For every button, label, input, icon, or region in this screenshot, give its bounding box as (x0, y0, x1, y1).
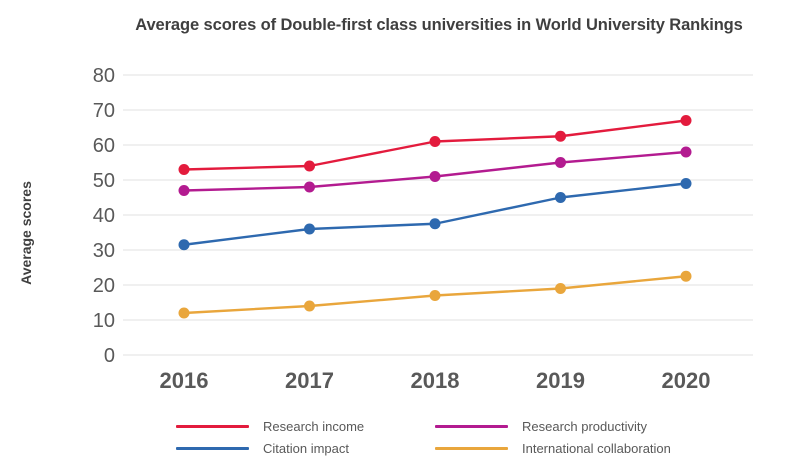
legend-item-research-productivity: Research productivity (435, 418, 671, 435)
legend-label-citation-impact: Citation impact (263, 441, 349, 456)
x-tick-label-2016: 2016 (160, 368, 209, 393)
y-tick-label-70: 70 (93, 100, 115, 122)
data-point-citation-impact-2018 (429, 218, 441, 230)
data-point-research-productivity-2017 (304, 181, 315, 193)
x-tick-label-2020: 2020 (662, 368, 711, 393)
legend-item-research-income: Research income (176, 418, 435, 435)
y-axis-title: Average scores (18, 181, 34, 285)
data-point-international-collaboration-2019 (555, 283, 566, 294)
legend-swatch-research-productivity (435, 425, 508, 428)
legend-label-research-productivity: Research productivity (522, 419, 647, 434)
y-tick-label-80: 80 (93, 65, 115, 87)
data-point-citation-impact-2016 (178, 239, 190, 251)
chart-title: Average scores of Double-first class uni… (135, 16, 743, 34)
legend-item-citation-impact: Citation impact (176, 440, 435, 457)
y-tick-label-30: 30 (93, 240, 115, 262)
legend-swatch-citation-impact (176, 447, 249, 450)
data-point-research-productivity-2016 (178, 185, 190, 196)
data-point-research-income-2016 (178, 164, 190, 175)
data-point-research-productivity-2020 (680, 146, 692, 158)
y-tick-label-50: 50 (93, 170, 115, 192)
data-point-international-collaboration-2018 (429, 290, 441, 301)
data-point-international-collaboration-2017 (304, 300, 315, 312)
line-chart-plot: 0 10 20 30 40 50 60 70 80 2016 2017 2018 2019 2020 Ave… (18, 65, 753, 393)
y-tick-label-60: 60 (93, 135, 115, 157)
data-point-research-income-2020 (680, 115, 692, 126)
data-point-international-collaboration-2020 (680, 270, 692, 282)
data-point-citation-impact-2017 (304, 223, 315, 235)
x-tick-label-2018: 2018 (411, 368, 460, 393)
data-point-international-collaboration-2016 (178, 307, 190, 319)
data-point-research-productivity-2019 (555, 157, 566, 168)
legend-label-research-income: Research income (263, 419, 365, 434)
chart-legend: Research income Research productivity Cita… (176, 418, 671, 457)
legend-swatch-international-collaboration (435, 447, 508, 450)
y-tick-label-0: 0 (104, 345, 115, 367)
y-tick-label-40: 40 (93, 205, 115, 227)
y-tick-label-10: 10 (93, 310, 115, 332)
data-point-research-productivity-2018 (429, 171, 441, 182)
x-tick-label-2019: 2019 (536, 368, 585, 393)
legend-item-international-collaboration: International collaboration (435, 440, 671, 457)
data-point-research-income-2017 (304, 160, 315, 172)
legend-label-international-collaboration: International collaboration (522, 441, 671, 456)
legend-swatch-research-income (176, 425, 249, 428)
data-point-research-income-2019 (555, 130, 566, 142)
data-point-research-income-2018 (429, 136, 441, 147)
data-point-citation-impact-2019 (555, 192, 566, 203)
x-tick-label-2017: 2017 (285, 368, 334, 393)
y-tick-label-20: 20 (93, 275, 115, 297)
series-line-citation-impact (183, 182, 687, 246)
data-point-citation-impact-2020 (680, 178, 692, 189)
